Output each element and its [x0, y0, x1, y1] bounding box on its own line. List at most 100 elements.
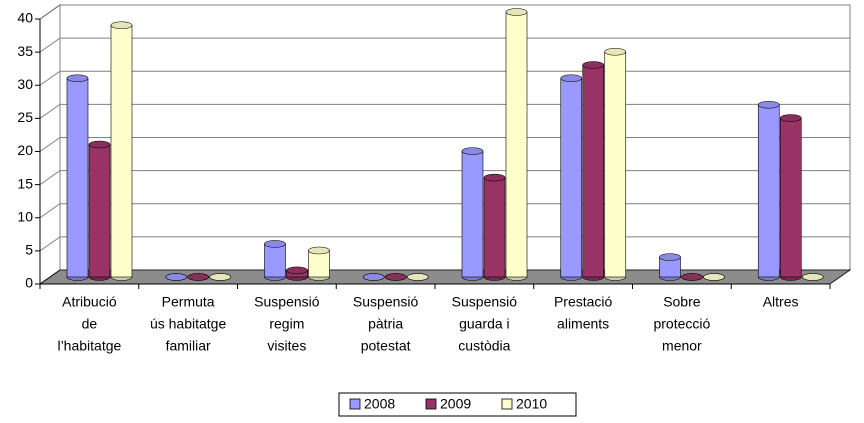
- legend-swatch: [425, 398, 437, 410]
- bar: [362, 273, 385, 281]
- y-tick-label: 0: [25, 275, 33, 291]
- y-tick-label: 25: [17, 109, 33, 125]
- bar: [461, 147, 484, 281]
- bar-body: [483, 177, 506, 278]
- bar: [308, 246, 330, 281]
- x-tick-label: familiar: [166, 338, 211, 354]
- x-tick-label: protecció: [653, 316, 710, 332]
- bar-body: [505, 11, 528, 278]
- x-tick-label: Permuta: [162, 294, 215, 310]
- grid-line: [39, 4, 850, 20]
- bar-body: [264, 243, 286, 278]
- floor: [38, 269, 852, 285]
- bar-body: [66, 77, 89, 278]
- x-tick-label: pàtria: [368, 316, 403, 332]
- bar-top: [187, 273, 210, 281]
- bar: [560, 74, 583, 281]
- bar: [801, 273, 824, 281]
- bar: [659, 253, 681, 281]
- bar-top: [505, 8, 528, 16]
- y-tick-label: 15: [17, 175, 33, 191]
- x-tick-label: Sobre: [663, 294, 701, 310]
- bar-top: [659, 253, 681, 261]
- bar-body: [757, 104, 780, 278]
- y-tick-label: 20: [17, 142, 33, 158]
- bar-body: [604, 51, 627, 278]
- bar-body: [308, 250, 330, 278]
- x-tick-label: regim: [269, 316, 304, 332]
- bar-top: [165, 273, 188, 281]
- legend-label: 2009: [440, 396, 471, 412]
- bar-body: [461, 150, 484, 278]
- bar-top: [384, 273, 407, 281]
- x-tick-label: aliments: [557, 316, 609, 332]
- bar: [209, 273, 232, 281]
- bar-top: [582, 61, 605, 69]
- bar: [264, 240, 286, 281]
- bar-top: [681, 273, 703, 281]
- bar-body: [110, 24, 133, 278]
- bar: [88, 140, 111, 281]
- x-tick-label: visites: [267, 338, 306, 354]
- bar-top: [560, 74, 583, 83]
- y-tick-label: 40: [17, 10, 33, 26]
- bar: [703, 273, 725, 281]
- x-tick-label: Altres: [763, 294, 799, 310]
- x-tick-label: ús habitatge: [150, 316, 226, 332]
- x-tick-label: Prestació: [554, 294, 613, 310]
- legend-label: 2008: [364, 396, 395, 412]
- bar-top: [88, 140, 111, 149]
- bar-top: [461, 147, 484, 155]
- y-tick-label: 35: [17, 43, 33, 59]
- bar: [187, 273, 210, 281]
- bar: [604, 47, 627, 281]
- x-tick-label: Suspensió: [254, 294, 320, 310]
- bar-body: [779, 117, 802, 278]
- bar-body: [88, 144, 111, 278]
- bar-top: [264, 240, 286, 248]
- bar-top: [110, 21, 133, 30]
- bar-top: [66, 74, 89, 83]
- bar-top: [209, 273, 232, 281]
- bar: [681, 273, 703, 281]
- bar: [66, 74, 89, 281]
- x-tick-label: l’habitatge: [57, 338, 121, 354]
- y-tick-label: 5: [25, 242, 33, 258]
- bar-top: [779, 114, 802, 122]
- y-tick-label: 10: [17, 208, 33, 224]
- bar: [406, 273, 429, 281]
- bar-top: [362, 273, 385, 281]
- legend-swatch: [501, 398, 513, 410]
- bar: [110, 21, 133, 281]
- bar: [757, 100, 780, 281]
- x-tick-label: guarda i: [459, 316, 510, 332]
- x-tick-label: potestat: [361, 338, 411, 354]
- x-tick-label: de: [82, 316, 98, 332]
- grid-line: [39, 37, 850, 53]
- bar: [165, 273, 188, 281]
- bar-top: [286, 266, 308, 275]
- legend-label: 2010: [516, 396, 547, 412]
- bar-top: [604, 47, 627, 56]
- bar-top: [308, 246, 330, 255]
- bar-body: [560, 77, 583, 278]
- y-tick-label: 30: [17, 76, 33, 92]
- bar: [505, 8, 528, 281]
- x-tick-label: Suspensió: [353, 294, 419, 310]
- bar-top: [801, 273, 824, 281]
- bar-body: [582, 64, 605, 278]
- bar: [384, 273, 407, 281]
- bar: [483, 173, 506, 281]
- bar: [779, 114, 802, 281]
- legend: [338, 392, 577, 417]
- bar-top: [406, 273, 429, 281]
- x-tick-label: Atribució: [62, 294, 117, 310]
- bar-top: [483, 173, 506, 182]
- x-tick-label: custòdia: [458, 338, 510, 354]
- x-tick-label: Suspensió: [452, 294, 518, 310]
- bar-top: [757, 100, 780, 109]
- bar: [582, 61, 605, 281]
- bar-top: [703, 273, 725, 281]
- legend-swatch: [349, 398, 361, 410]
- x-tick-label: menor: [662, 338, 702, 354]
